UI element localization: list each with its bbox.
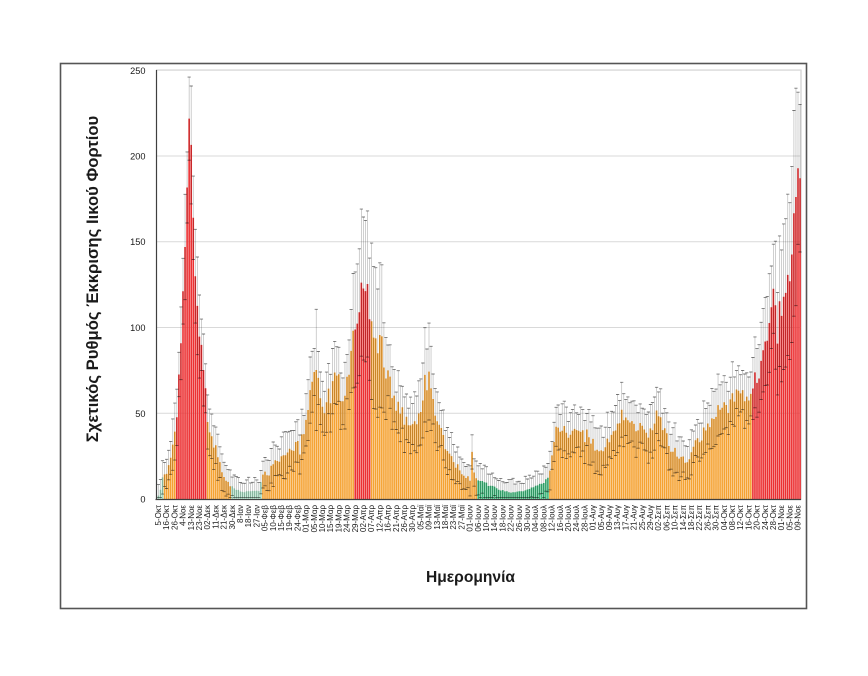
svg-text:27-Μαϊ: 27-Μαϊ [457, 505, 466, 530]
svg-text:26-Ιουν: 26-Ιουν [515, 505, 524, 532]
svg-text:250: 250 [130, 66, 145, 76]
svg-text:14-Σεπ: 14-Σεπ [679, 505, 688, 531]
svg-text:30-Απρ: 30-Απρ [408, 505, 417, 532]
svg-text:50: 50 [135, 409, 145, 419]
svg-text:16-Ιουλ: 16-Ιουλ [556, 505, 565, 532]
svg-text:12-Απρ: 12-Απρ [375, 505, 384, 532]
svg-text:08-Οκτ: 08-Οκτ [728, 504, 737, 530]
svg-text:13-Αυγ: 13-Αυγ [613, 505, 622, 530]
svg-text:16-Οκτ: 16-Οκτ [162, 504, 171, 530]
svg-text:21-Απρ: 21-Απρ [392, 505, 401, 532]
svg-text:30-Σεπ: 30-Σεπ [712, 505, 721, 531]
svg-text:05-Νοε: 05-Νοε [785, 505, 794, 531]
svg-text:11-Δεκ: 11-Δεκ [211, 504, 220, 529]
svg-text:10-Σεπ: 10-Σεπ [671, 505, 680, 531]
svg-text:Ημερομηνία: Ημερομηνία [426, 569, 515, 586]
svg-text:20-Ιουλ: 20-Ιουλ [564, 505, 573, 532]
svg-text:24-Ιουλ: 24-Ιουλ [572, 505, 581, 532]
svg-text:10-Μαρ: 10-Μαρ [318, 505, 327, 533]
svg-text:24-Μαρ: 24-Μαρ [343, 505, 352, 533]
svg-text:29-Μαρ: 29-Μαρ [351, 505, 360, 533]
svg-text:09-Μαϊ: 09-Μαϊ [425, 505, 434, 530]
svg-text:01-Αυγ: 01-Αυγ [589, 505, 598, 530]
svg-text:24-Οκτ: 24-Οκτ [761, 504, 770, 530]
svg-text:06-Ιουν: 06-Ιουν [474, 505, 483, 532]
svg-text:22-Σεπ: 22-Σεπ [695, 505, 704, 531]
svg-text:29-Αυγ: 29-Αυγ [646, 505, 655, 530]
svg-text:4-Νοε: 4-Νοε [179, 505, 188, 526]
svg-text:18-Ιαν: 18-Ιαν [244, 505, 253, 527]
svg-text:26-Οκτ: 26-Οκτ [170, 504, 179, 530]
svg-text:05-Φεβ: 05-Φεβ [261, 505, 270, 532]
svg-text:10-Ιουν: 10-Ιουν [482, 505, 491, 532]
svg-text:02-Σεπ: 02-Σεπ [654, 505, 663, 531]
svg-text:28-Οκτ: 28-Οκτ [769, 504, 778, 530]
svg-text:23-Νοε: 23-Νοε [195, 505, 204, 531]
svg-text:18-Σεπ: 18-Σεπ [687, 505, 696, 531]
svg-text:8-Ιαν: 8-Ιαν [236, 505, 245, 523]
svg-text:18-Μαϊ: 18-Μαϊ [441, 505, 450, 530]
svg-text:150: 150 [130, 237, 145, 247]
svg-text:30-Ιουν: 30-Ιουν [523, 505, 532, 532]
svg-text:18-Ιουν: 18-Ιουν [498, 505, 507, 532]
svg-text:15-Φεβ: 15-Φεβ [277, 505, 286, 532]
svg-text:06-Σεπ: 06-Σεπ [662, 505, 671, 531]
svg-text:21-Αυγ: 21-Αυγ [630, 505, 639, 530]
svg-text:0: 0 [140, 495, 145, 505]
svg-text:16-Απρ: 16-Απρ [384, 505, 393, 532]
svg-text:100: 100 [130, 323, 145, 333]
svg-text:30-Δεκ: 30-Δεκ [228, 504, 237, 529]
svg-text:5-Οκτ: 5-Οκτ [154, 504, 163, 525]
svg-text:02-Δεκ: 02-Δεκ [203, 504, 212, 529]
svg-text:09-Νοε: 09-Νοε [794, 505, 803, 531]
svg-text:14-Ιουν: 14-Ιουν [490, 505, 499, 532]
svg-text:02-Απρ: 02-Απρ [359, 505, 368, 532]
svg-text:27-Ιαν: 27-Ιαν [252, 505, 261, 527]
svg-text:24-Φεβ: 24-Φεβ [293, 505, 302, 532]
svg-text:22-Ιουν: 22-Ιουν [507, 505, 516, 532]
svg-text:01-Νοε: 01-Νοε [777, 505, 786, 531]
svg-text:26-Σεπ: 26-Σεπ [703, 505, 712, 531]
svg-text:12-Ιουλ: 12-Ιουλ [548, 505, 557, 532]
svg-text:19-Μαρ: 19-Μαρ [334, 505, 343, 533]
svg-text:05-Μαρ: 05-Μαρ [310, 505, 319, 533]
svg-text:21-Δεκ: 21-Δεκ [220, 504, 229, 529]
svg-text:04-Ιουλ: 04-Ιουλ [531, 505, 540, 532]
svg-text:08-Ιουλ: 08-Ιουλ [539, 505, 548, 532]
svg-text:01-Ιουν: 01-Ιουν [466, 505, 475, 532]
svg-text:16-Οκτ: 16-Οκτ [744, 504, 753, 530]
svg-text:01-Μαρ: 01-Μαρ [302, 505, 311, 533]
svg-text:05-Μαϊ: 05-Μαϊ [416, 505, 425, 530]
svg-text:Σχετικός Ρυθμός Έκκρισης Ιικού: Σχετικός Ρυθμός Έκκρισης Ιικού Φορτίου [83, 115, 102, 442]
svg-text:200: 200 [130, 152, 145, 162]
svg-text:25-Αυγ: 25-Αυγ [638, 505, 647, 530]
svg-text:28-Ιουλ: 28-Ιουλ [580, 505, 589, 532]
svg-text:12-Οκτ: 12-Οκτ [736, 504, 745, 530]
svg-text:05-Αυγ: 05-Αυγ [597, 505, 606, 530]
svg-text:26-Απρ: 26-Απρ [400, 505, 409, 532]
svg-text:23-Μαϊ: 23-Μαϊ [449, 505, 458, 530]
svg-text:17-Αυγ: 17-Αυγ [621, 505, 630, 530]
svg-text:09-Αυγ: 09-Αυγ [605, 505, 614, 530]
svg-text:13-Νοε: 13-Νοε [187, 505, 196, 531]
svg-text:04-Οκτ: 04-Οκτ [720, 504, 729, 530]
svg-text:15-Μαρ: 15-Μαρ [326, 505, 335, 533]
svg-text:13-Μαϊ: 13-Μαϊ [433, 505, 442, 530]
svg-text:07-Απρ: 07-Απρ [367, 505, 376, 532]
svg-text:10-Φεβ: 10-Φεβ [269, 505, 278, 532]
svg-text:20-Οκτ: 20-Οκτ [753, 504, 762, 530]
svg-text:19-Φεβ: 19-Φεβ [285, 505, 294, 532]
